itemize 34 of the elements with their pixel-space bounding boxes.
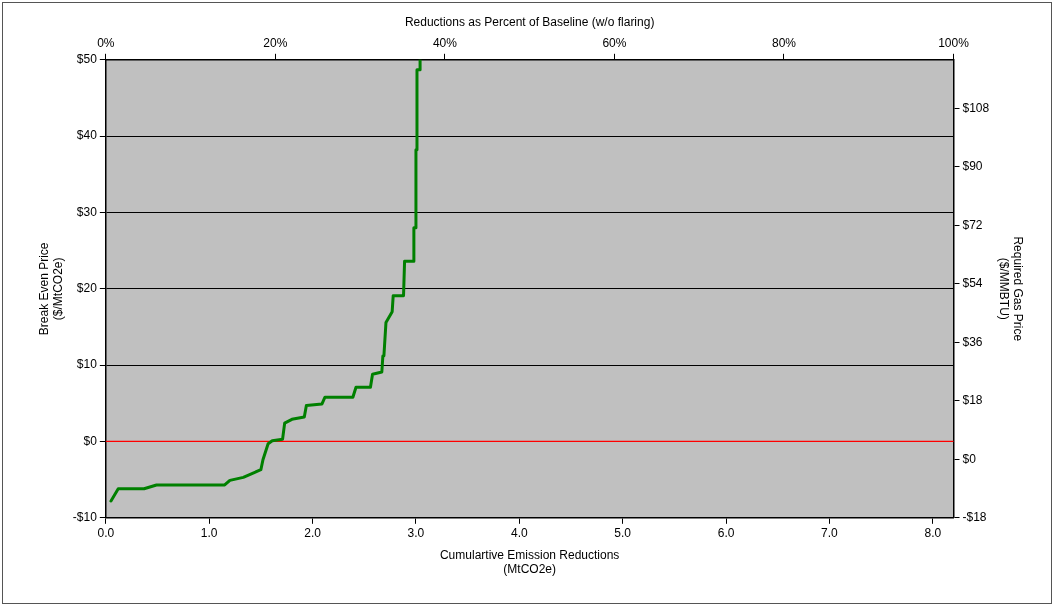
x-axis-title: Cumulartive Emission Reductions (MtCO2e) <box>439 547 620 577</box>
y-tick-label: $50 <box>76 52 98 67</box>
y2-tick-label: $90 <box>962 159 983 174</box>
y-tick-label: $10 <box>76 357 98 372</box>
y2-axis-title: Required Gas Price ($/MMBTU) <box>997 236 1026 342</box>
y2-tick-label: $0 <box>962 451 977 466</box>
x-tick-label: 2.0 <box>304 526 322 541</box>
x2-tick-label: 20% <box>263 35 288 50</box>
y-axis-title: Break Even Price ($/MtCO2e) <box>36 242 65 336</box>
x-tick-label: 3.0 <box>407 526 425 541</box>
y2-tick-label: $18 <box>962 393 983 408</box>
x-tick-label: 6.0 <box>717 526 735 541</box>
x-tick-label: 8.0 <box>924 526 942 541</box>
y2-tick-label: $72 <box>962 217 983 232</box>
x2-tick-label: 100% <box>938 35 970 50</box>
x2-tick-label: 60% <box>602 35 627 50</box>
y2-tick-label: -$18 <box>962 510 987 525</box>
y-tick-label: $30 <box>76 204 98 219</box>
x2-axis-title: Reductions as Percent of Baseline (w/o flaring) <box>404 14 655 29</box>
y2-tick-label: $108 <box>962 100 990 115</box>
y-tick-label: $40 <box>76 128 98 143</box>
y-tick-label: $20 <box>76 281 98 296</box>
x2-tick-label: 40% <box>432 35 458 50</box>
x-tick-label: 0.0 <box>97 526 115 541</box>
y2-tick-label: $36 <box>962 334 983 349</box>
x2-tick-label: 0% <box>97 35 115 50</box>
y-tick-label: -$10 <box>72 510 98 525</box>
x2-tick-label: 80% <box>771 35 797 50</box>
x-tick-label: 7.0 <box>821 526 839 541</box>
x-tick-label: 4.0 <box>510 526 528 541</box>
x-tick-label: 5.0 <box>614 526 632 541</box>
y-tick-label: $0 <box>83 433 98 448</box>
y2-tick-label: $54 <box>962 276 983 291</box>
x-tick-label: 1.0 <box>200 526 218 541</box>
